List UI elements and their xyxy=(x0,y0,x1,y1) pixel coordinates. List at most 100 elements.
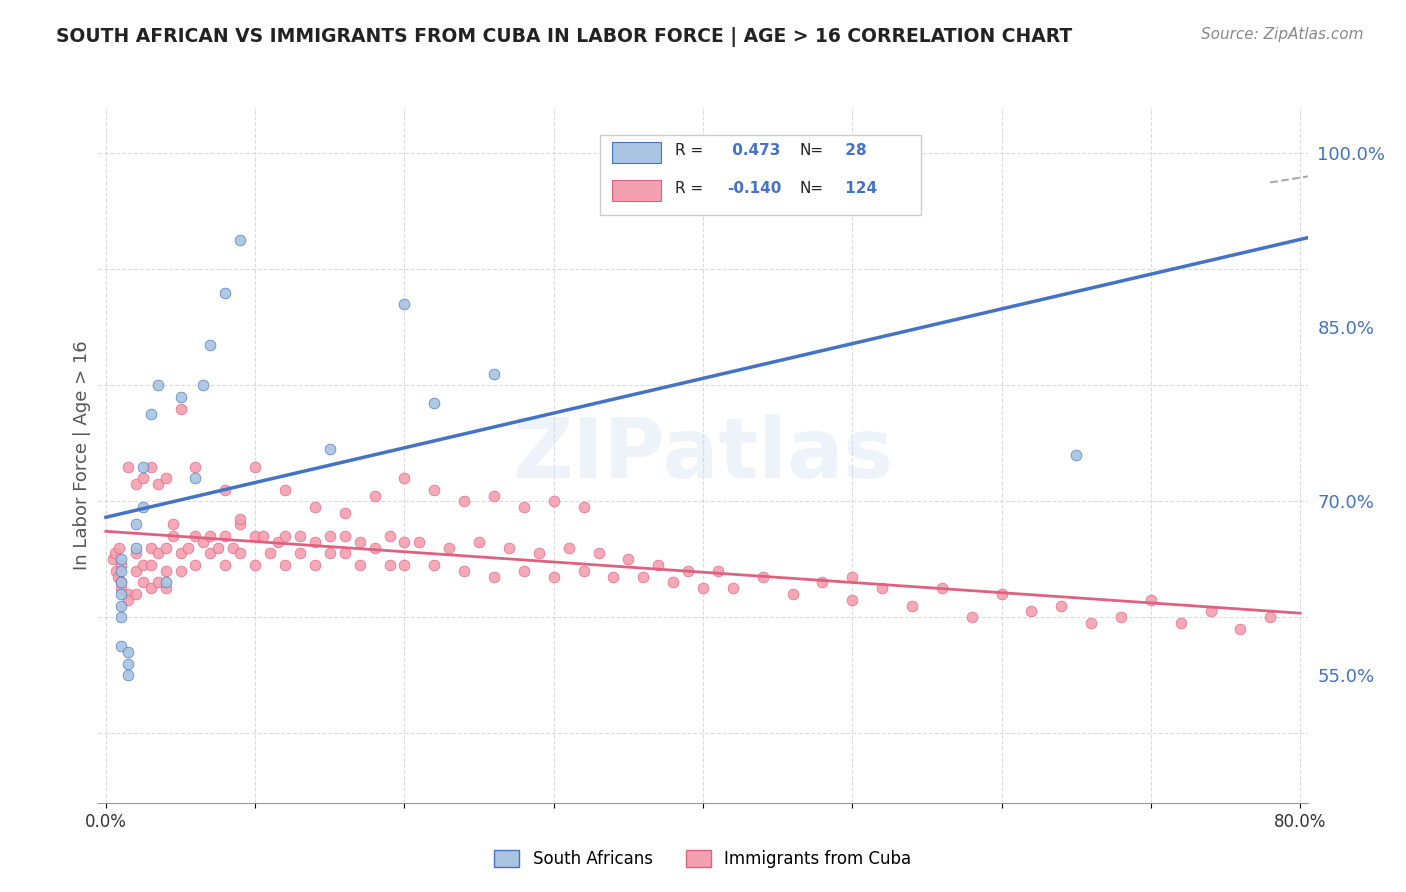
Point xyxy=(811,575,834,590)
Point xyxy=(103,552,125,566)
Point xyxy=(662,575,685,590)
Point xyxy=(394,534,416,549)
Point xyxy=(214,529,236,543)
Point xyxy=(214,483,236,497)
Point xyxy=(169,401,191,416)
Point xyxy=(349,558,371,573)
FancyBboxPatch shape xyxy=(600,135,921,215)
Point xyxy=(117,587,139,601)
Legend: South Africans, Immigrants from Cuba: South Africans, Immigrants from Cuba xyxy=(488,843,918,875)
Text: -0.140: -0.140 xyxy=(727,181,782,196)
Point xyxy=(1021,605,1043,619)
Point xyxy=(408,534,430,549)
Point xyxy=(751,569,773,583)
Point xyxy=(139,459,162,474)
Text: 0.473: 0.473 xyxy=(727,143,780,158)
Point xyxy=(243,558,266,573)
Point xyxy=(125,541,148,555)
Point xyxy=(1140,593,1163,607)
Point xyxy=(870,582,893,596)
Point xyxy=(184,459,207,474)
Point xyxy=(132,471,155,485)
Point xyxy=(1064,448,1087,462)
Point xyxy=(602,569,624,583)
Point xyxy=(319,546,342,560)
Point xyxy=(125,517,148,532)
Point xyxy=(117,657,139,671)
Point xyxy=(110,564,132,578)
Bar xyxy=(613,180,661,201)
Point xyxy=(423,396,446,410)
Point xyxy=(498,541,520,555)
Point xyxy=(184,558,207,573)
Point xyxy=(439,541,461,555)
Point xyxy=(572,500,595,514)
Text: R =: R = xyxy=(675,143,709,158)
Point xyxy=(274,529,297,543)
Point xyxy=(252,529,274,543)
Point xyxy=(155,564,177,578)
Point xyxy=(841,569,863,583)
Point xyxy=(333,529,356,543)
Point xyxy=(132,558,155,573)
Point xyxy=(177,541,200,555)
Point xyxy=(117,645,139,659)
Point xyxy=(901,599,924,613)
Point xyxy=(513,500,536,514)
Point xyxy=(184,529,207,543)
Point xyxy=(333,506,356,520)
Point xyxy=(841,593,863,607)
Point xyxy=(259,546,281,560)
Point xyxy=(394,297,416,311)
Point xyxy=(990,587,1012,601)
Point xyxy=(214,558,236,573)
Bar xyxy=(613,142,661,162)
Point xyxy=(782,587,804,601)
Point xyxy=(132,500,155,514)
Point xyxy=(110,599,132,613)
Point xyxy=(146,476,169,491)
Point xyxy=(146,575,169,590)
Point xyxy=(162,529,184,543)
Point xyxy=(110,640,132,654)
Point xyxy=(169,546,191,560)
Point xyxy=(125,476,148,491)
Point xyxy=(117,668,139,682)
Point xyxy=(721,582,744,596)
Point xyxy=(146,378,169,392)
Point xyxy=(304,500,326,514)
Point xyxy=(155,582,177,596)
Text: N=: N= xyxy=(800,143,824,158)
Point xyxy=(394,471,416,485)
Point xyxy=(527,546,550,560)
Point xyxy=(453,564,475,578)
Point xyxy=(423,558,446,573)
Point xyxy=(108,541,131,555)
Point xyxy=(513,564,536,578)
Point xyxy=(482,569,505,583)
Point xyxy=(146,546,169,560)
Point xyxy=(107,569,129,583)
Point xyxy=(105,564,128,578)
Text: SOUTH AFRICAN VS IMMIGRANTS FROM CUBA IN LABOR FORCE | AGE > 16 CORRELATION CHAR: SOUTH AFRICAN VS IMMIGRANTS FROM CUBA IN… xyxy=(56,27,1073,46)
Point xyxy=(363,541,385,555)
Point xyxy=(155,575,177,590)
Point xyxy=(692,582,714,596)
Point xyxy=(222,541,245,555)
Point xyxy=(1050,599,1073,613)
Point xyxy=(676,564,699,578)
Point xyxy=(139,407,162,422)
Point xyxy=(394,558,416,573)
Point xyxy=(333,546,356,560)
Text: 28: 28 xyxy=(839,143,866,158)
Point xyxy=(572,564,595,578)
Text: ZIPatlas: ZIPatlas xyxy=(513,415,893,495)
Point xyxy=(155,471,177,485)
Point xyxy=(110,582,132,596)
Point xyxy=(110,575,132,590)
Point xyxy=(266,534,288,549)
Point xyxy=(274,558,297,573)
Point xyxy=(453,494,475,508)
Point xyxy=(139,582,162,596)
Point xyxy=(557,541,579,555)
